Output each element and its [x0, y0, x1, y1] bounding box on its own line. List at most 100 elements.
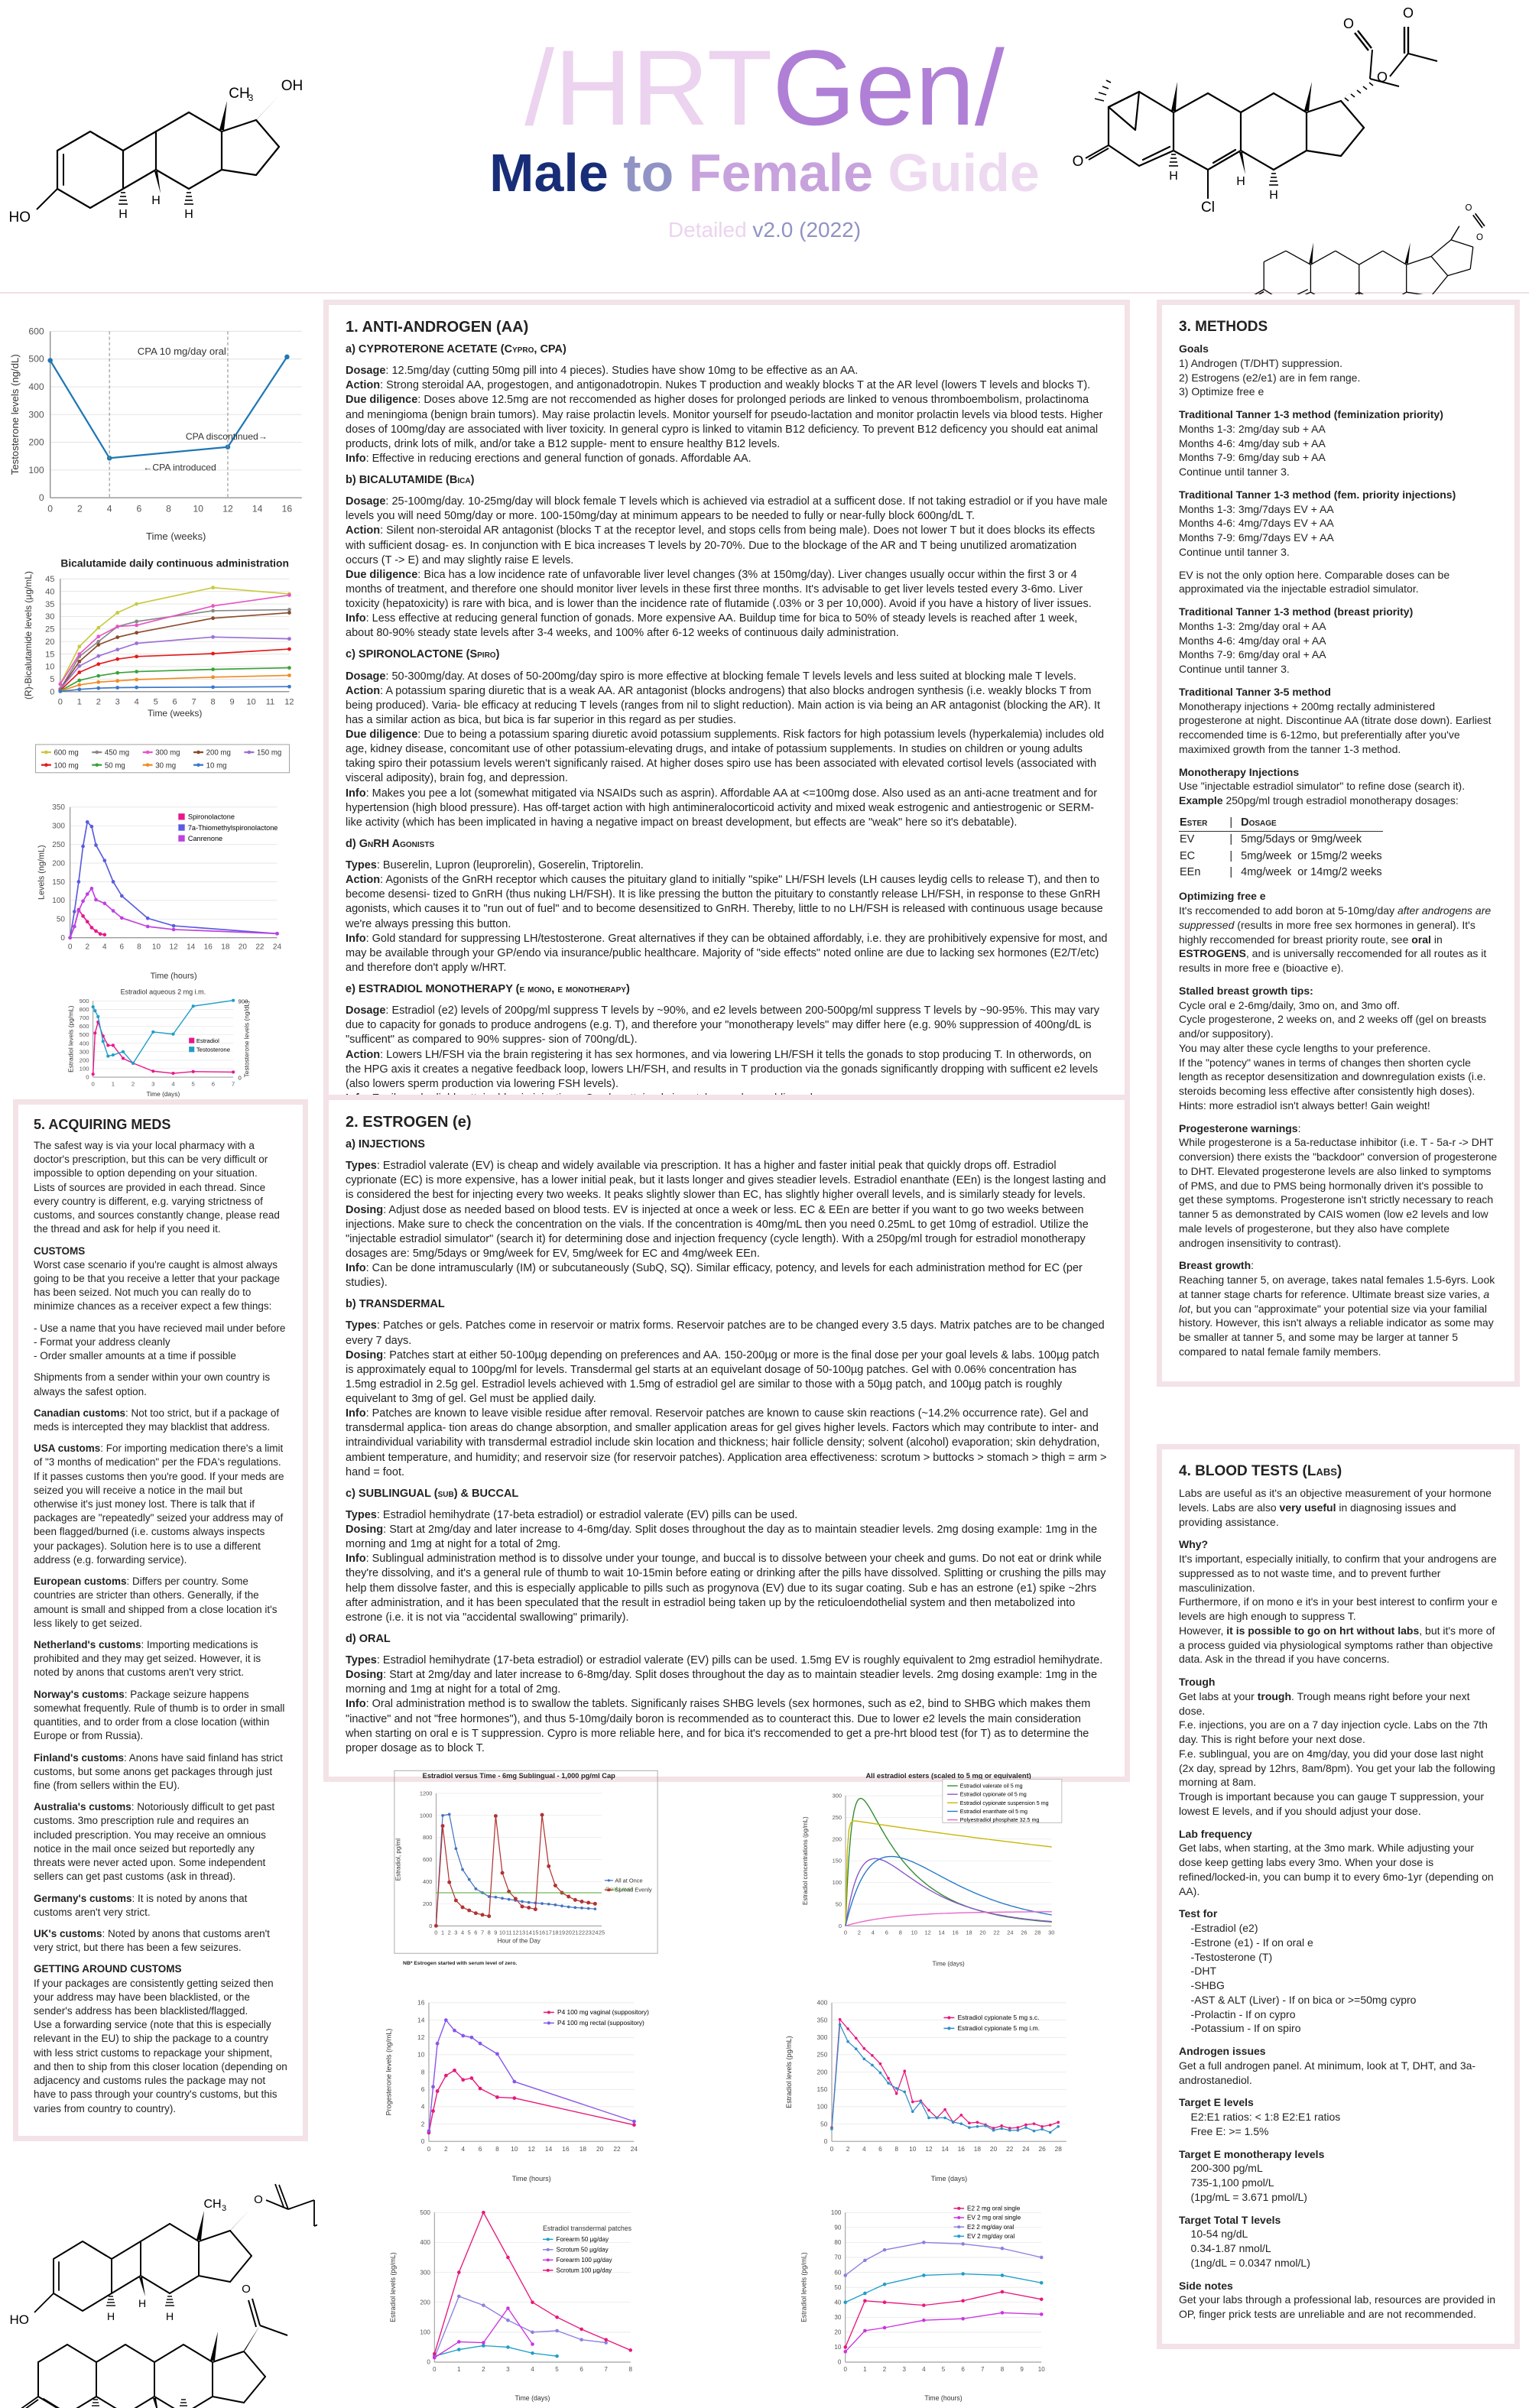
svg-text:250: 250: [52, 841, 65, 849]
svg-text:10: 10: [246, 697, 255, 706]
svg-text:150 mg: 150 mg: [257, 749, 281, 758]
svg-text:600: 600: [80, 1023, 89, 1030]
svg-text:300: 300: [52, 823, 65, 831]
svg-text:3: 3: [506, 2366, 510, 2373]
svg-text:9: 9: [230, 697, 235, 706]
svg-text:50: 50: [820, 2120, 828, 2127]
svg-text:1: 1: [77, 697, 82, 706]
svg-text:16: 16: [282, 503, 293, 514]
svg-text:3: 3: [454, 1929, 457, 1936]
svg-text:14: 14: [252, 503, 263, 514]
svg-text:26: 26: [1038, 2145, 1046, 2153]
svg-text:O: O: [1073, 154, 1084, 170]
svg-text:Forearm 50 µg/day: Forearm 50 µg/day: [557, 2236, 609, 2243]
svg-text:All at Once: All at Once: [615, 1877, 642, 1884]
svg-text:35: 35: [45, 600, 54, 609]
svg-text:400: 400: [816, 1999, 827, 2007]
svg-text:Estradiol versus Time - 6mg Su: Estradiol versus Time - 6mg Sublingual -…: [423, 1772, 615, 1780]
svg-text:H: H: [1236, 175, 1245, 188]
svg-text:0: 0: [421, 2137, 425, 2145]
svg-text:4: 4: [922, 2366, 926, 2373]
svg-text:3: 3: [222, 2204, 226, 2213]
svg-text:2: 2: [131, 1081, 135, 1088]
svg-text:10: 10: [1038, 2366, 1046, 2373]
svg-text:700: 700: [80, 1014, 89, 1021]
svg-text:10: 10: [152, 943, 161, 952]
svg-text:4: 4: [531, 2366, 534, 2373]
svg-text:2: 2: [846, 2145, 850, 2153]
svg-text:Estradiol cypionate 5 mg s.c.: Estradiol cypionate 5 mg s.c.: [958, 2014, 1040, 2021]
svg-text:O: O: [254, 2193, 263, 2206]
svg-text:16: 16: [958, 2145, 966, 2153]
svg-text:0: 0: [92, 1081, 95, 1088]
svg-text:5: 5: [555, 2366, 559, 2373]
svg-text:7a-Thiomethylspironolactone: 7a-Thiomethylspironolactone: [188, 824, 278, 832]
svg-text:19: 19: [559, 1929, 565, 1936]
svg-text:400: 400: [80, 1040, 89, 1047]
svg-text:H: H: [118, 208, 128, 221]
svg-text:O: O: [1343, 16, 1354, 31]
svg-text:16: 16: [417, 1999, 425, 2007]
svg-text:5: 5: [468, 1929, 471, 1936]
svg-text:Bicalutamide daily continuous: Bicalutamide daily continuous administra…: [60, 557, 289, 570]
svg-text:150: 150: [816, 2085, 827, 2093]
svg-text:HO: HO: [9, 209, 31, 226]
svg-text:0: 0: [433, 2366, 437, 2373]
svg-text:0: 0: [86, 1074, 89, 1081]
svg-text:Estradiol concentrations (pg/m: Estradiol concentrations (pg/mL): [802, 1816, 809, 1905]
svg-text:22: 22: [255, 943, 265, 952]
svg-text:Polyestradiol phosphate 32.5 m: Polyestradiol phosphate 32.5 mg: [960, 1817, 1040, 1823]
svg-text:500: 500: [420, 2209, 430, 2216]
svg-text:4: 4: [171, 1081, 175, 1088]
svg-text:0: 0: [830, 2145, 834, 2153]
svg-text:10 mg: 10 mg: [206, 761, 227, 770]
svg-text:10: 10: [417, 2051, 425, 2059]
svg-text:16: 16: [562, 2145, 570, 2153]
svg-text:13: 13: [519, 1929, 525, 1936]
svg-text:7: 7: [192, 697, 196, 706]
svg-text:10: 10: [909, 2145, 917, 2153]
svg-text:10: 10: [911, 1929, 917, 1936]
svg-text:2: 2: [96, 697, 101, 706]
svg-text:Time (hours): Time (hours): [512, 2175, 551, 2182]
svg-text:100: 100: [816, 2103, 827, 2111]
svg-text:←CPA introduced: ←CPA introduced: [143, 462, 216, 473]
svg-text:24: 24: [273, 943, 282, 952]
svg-text:5: 5: [154, 697, 158, 706]
svg-text:Estradiol aqueous 2 mg i.m.: Estradiol aqueous 2 mg i.m.: [121, 988, 206, 995]
svg-text:300: 300: [833, 1793, 842, 1800]
svg-text:Spread Evenly: Spread Evenly: [615, 1887, 651, 1894]
svg-text:E2 2 mg oral single: E2 2 mg oral single: [967, 2205, 1021, 2212]
svg-text:8: 8: [421, 2068, 425, 2075]
svg-text:Testosterone levels (ng/dL): Testosterone levels (ng/dL): [9, 354, 21, 475]
svg-text:1: 1: [457, 2366, 461, 2373]
svg-text:20: 20: [834, 2329, 842, 2336]
svg-text:12: 12: [925, 2145, 933, 2153]
svg-text:Time (days): Time (days): [515, 2394, 550, 2402]
svg-text:6: 6: [479, 2145, 482, 2153]
svg-text:H: H: [1169, 170, 1178, 183]
svg-text:7: 7: [232, 1081, 235, 1088]
svg-text:21: 21: [572, 1929, 578, 1936]
svg-text:600 mg: 600 mg: [54, 749, 79, 758]
svg-text:7: 7: [981, 2366, 985, 2373]
svg-text:12: 12: [284, 697, 294, 706]
svg-text:300: 300: [420, 2269, 430, 2276]
svg-text:10: 10: [511, 2145, 518, 2153]
svg-text:4: 4: [872, 1929, 875, 1936]
svg-text:14: 14: [939, 1929, 945, 1936]
svg-text:CPA 10 mg/day oral: CPA 10 mg/day oral: [138, 346, 226, 357]
svg-text:CH: CH: [229, 86, 249, 102]
svg-text:Testosterone levels (ng/dL): Testosterone levels (ng/dL): [243, 1001, 251, 1078]
svg-text:400: 400: [28, 381, 44, 392]
svg-text:EV 2 mg/day oral: EV 2 mg/day oral: [967, 2233, 1014, 2240]
svg-text:Estradiol levels (pg/mL): Estradiol levels (pg/mL): [800, 2252, 807, 2322]
svg-text:Estradiol cypionate suspension: Estradiol cypionate suspension 5 mg: [960, 1800, 1049, 1806]
svg-text:2: 2: [448, 1929, 451, 1936]
svg-text:1000: 1000: [420, 1812, 432, 1819]
svg-text:Spironolactone: Spironolactone: [188, 813, 235, 821]
svg-text:400: 400: [423, 1878, 432, 1885]
svg-text:Time (hours): Time (hours): [151, 972, 197, 981]
svg-text:26: 26: [1021, 1929, 1027, 1936]
svg-text:14: 14: [941, 2145, 949, 2153]
